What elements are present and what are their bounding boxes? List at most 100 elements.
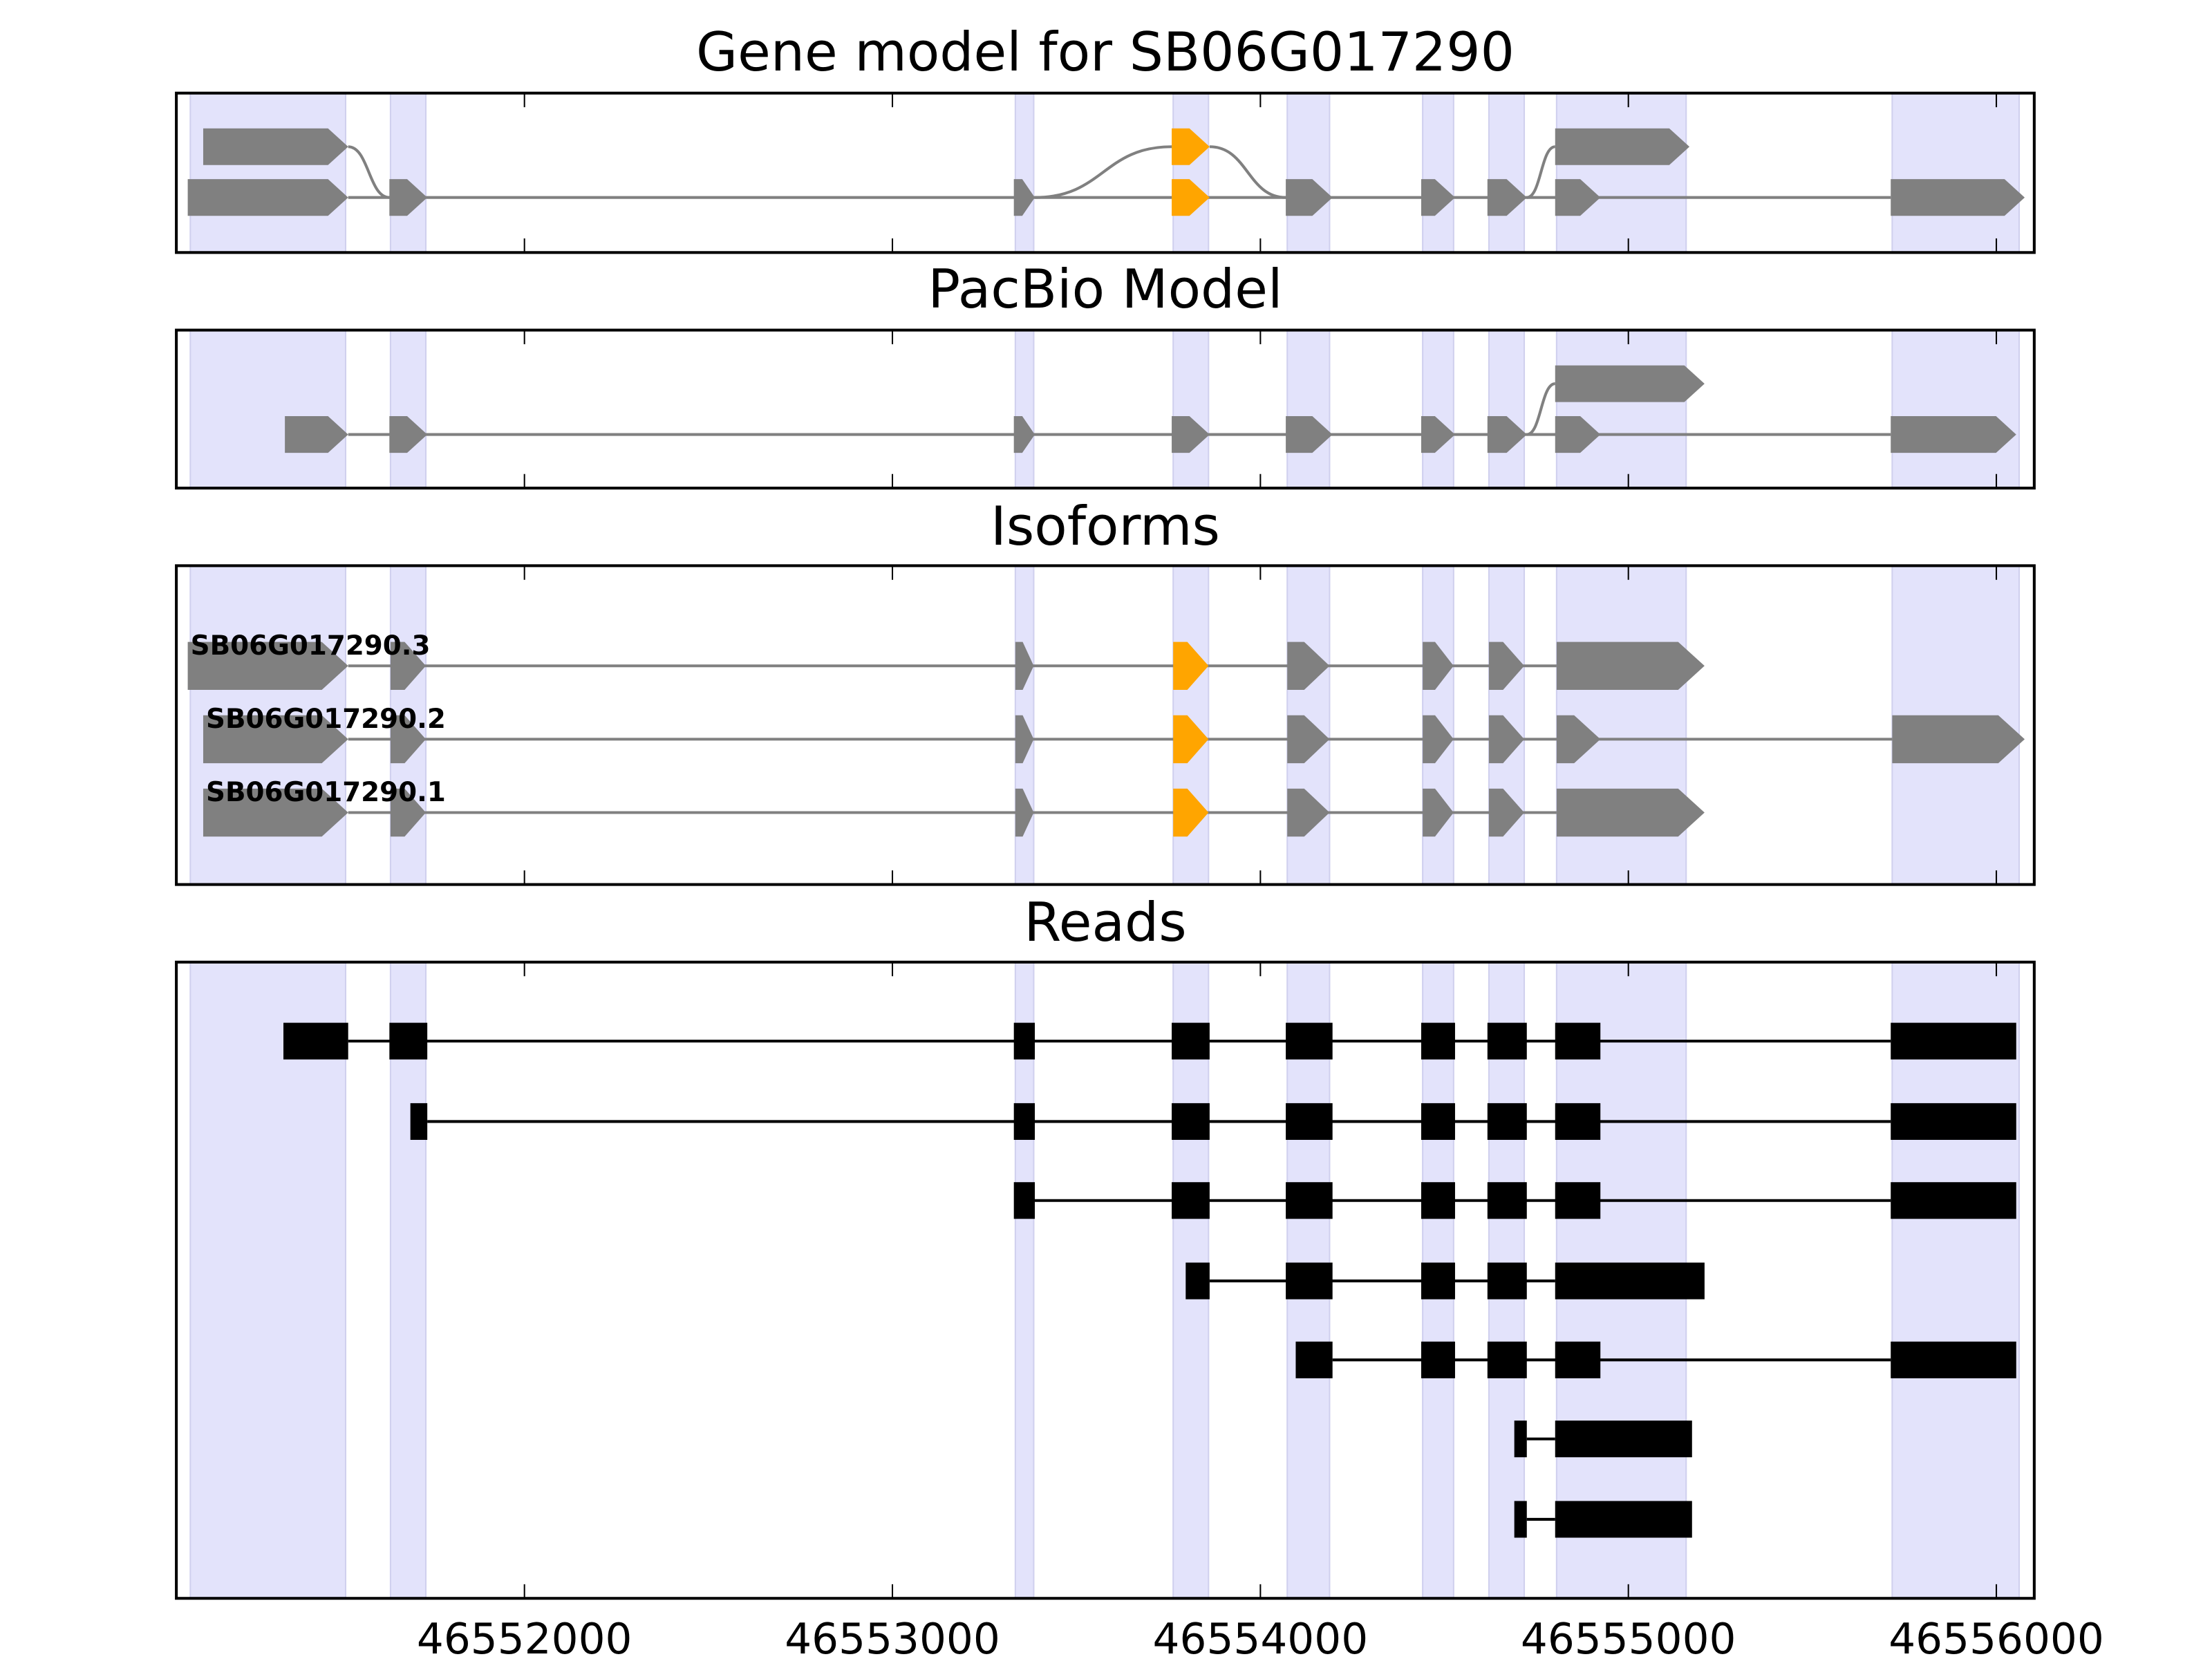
exon: [1172, 179, 1210, 216]
exon: [203, 788, 348, 837]
exon: [1286, 416, 1333, 453]
shaded-exon-region: [389, 961, 427, 1600]
exon: [1555, 128, 1690, 165]
read-block: [1421, 1103, 1455, 1140]
read-block: [1421, 1341, 1455, 1378]
x-tick-label: 46554000: [1153, 1615, 1369, 1659]
shaded-exon-region: [1891, 329, 2021, 489]
read-block: [1487, 1341, 1527, 1378]
read-block: [1555, 1501, 1692, 1538]
shaded-exon-region: [389, 329, 427, 489]
shaded-exon-region: [1014, 329, 1035, 489]
exon: [390, 788, 427, 837]
shaded-exon-region: [1422, 92, 1454, 254]
shaded-exon-region: [1891, 961, 2021, 1600]
read-block: [1487, 1103, 1527, 1140]
shaded-exon-region: [1555, 329, 1687, 489]
panel-title: Reads: [1024, 892, 1186, 954]
read-block: [1555, 1262, 1705, 1300]
read-block: [1421, 1262, 1455, 1300]
shaded-exon-region: [189, 329, 346, 489]
exon: [1488, 788, 1525, 837]
read-block: [1013, 1103, 1035, 1140]
panel-isoforms: Isoforms SB06G017290.3 SB06G017290.2 SB06G0…: [175, 496, 2036, 886]
read-block: [1891, 1341, 2016, 1378]
read-block: [1891, 1103, 2016, 1140]
splice-edge: [1526, 145, 1556, 199]
read-block: [283, 1022, 348, 1060]
shaded-exon-region: [1555, 92, 1687, 254]
x-tick-label: 46552000: [417, 1615, 632, 1659]
read-block: [1891, 1182, 2016, 1219]
shaded-exon-region: [1422, 329, 1454, 489]
exon: [1173, 715, 1209, 764]
exon: [1015, 641, 1034, 690]
exon: [187, 641, 348, 690]
shaded-exon-region: [1488, 92, 1526, 254]
read-block: [1514, 1421, 1527, 1458]
x-tick-label: 46555000: [1521, 1615, 1736, 1659]
exon: [1172, 416, 1210, 453]
shaded-exon-region: [1172, 329, 1210, 489]
read-block: [1555, 1182, 1601, 1219]
read-block: [410, 1103, 428, 1140]
shaded-exon-region: [1286, 92, 1331, 254]
splice-edge: [1209, 145, 1286, 199]
read-block: [1295, 1341, 1333, 1378]
read-block: [1421, 1022, 1455, 1060]
shaded-exon-region: [1014, 92, 1035, 254]
read-block: [1286, 1103, 1333, 1140]
read-block: [1421, 1182, 1455, 1219]
exon: [1015, 788, 1034, 837]
shaded-exon-region: [1286, 329, 1331, 489]
exon: [1892, 715, 2025, 764]
exon: [1015, 715, 1034, 764]
exon: [203, 128, 348, 165]
splice-edge: [1035, 145, 1172, 199]
exon: [390, 715, 427, 764]
read-block: [1286, 1022, 1333, 1060]
exon: [187, 179, 348, 216]
panel-title: Gene model for SB06G017290: [696, 21, 1515, 84]
exon: [1556, 788, 1705, 837]
shaded-exon-region: [389, 92, 427, 254]
exon: [1173, 641, 1209, 690]
read-block: [1891, 1022, 2016, 1060]
exon: [1891, 179, 2025, 216]
shaded-exon-region: [189, 961, 346, 1600]
splice-edge: [1526, 382, 1556, 436]
panel-frame: [175, 960, 2036, 1600]
exon: [1423, 788, 1454, 837]
exon: [1488, 715, 1525, 764]
read-block: [1487, 1182, 1527, 1219]
exon: [1556, 641, 1705, 690]
exon: [1286, 179, 1333, 216]
read-block: [1172, 1103, 1210, 1140]
isoform-label: SB06G017290.2: [206, 704, 446, 735]
panel-frame: [175, 328, 2036, 490]
exon: [1423, 715, 1454, 764]
x-tick-label: 46556000: [1888, 1615, 2104, 1659]
splice-edge: [348, 145, 390, 199]
panel-frame: [175, 564, 2036, 886]
exon: [203, 715, 348, 764]
exon: [389, 416, 428, 453]
exon: [1555, 179, 1601, 216]
exon: [1423, 641, 1454, 690]
exon: [1172, 128, 1210, 165]
read-block: [1555, 1103, 1601, 1140]
exon: [1013, 179, 1035, 216]
panel-frame: [175, 91, 2036, 254]
exon: [1287, 641, 1330, 690]
exon: [1421, 179, 1455, 216]
panel-title: PacBio Model: [928, 259, 1282, 321]
exon: [1013, 416, 1035, 453]
exon: [389, 179, 428, 216]
exon: [1555, 416, 1601, 453]
shaded-exon-region: [1014, 961, 1035, 1600]
read-block: [1172, 1182, 1210, 1219]
read-block: [389, 1022, 428, 1060]
exon: [1173, 788, 1209, 837]
exon: [1556, 715, 1601, 764]
